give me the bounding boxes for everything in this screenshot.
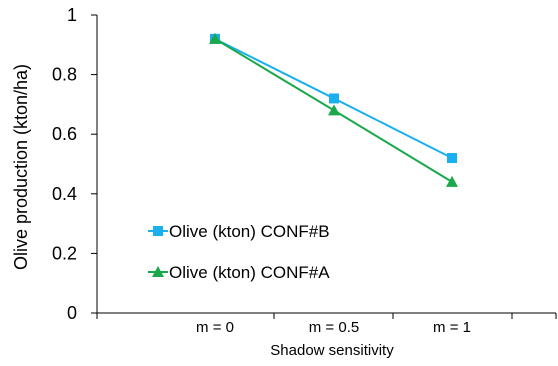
data-point xyxy=(447,153,457,164)
legend-label: Olive (kton) CONF#B xyxy=(169,222,330,241)
x-axis-title: Shadow sensitivity xyxy=(270,342,394,359)
series-layer xyxy=(209,32,458,187)
y-tick-label: 0.6 xyxy=(52,124,77,144)
data-point xyxy=(328,104,340,116)
x-tick-label: m = 0 xyxy=(196,319,234,336)
y-tick-label: 0.8 xyxy=(52,65,77,85)
x-tick-label: m = 0.5 xyxy=(309,319,359,336)
axes: 0 0.2 0.4 0.6 0.8 1 m = 0 m = 0.5 m = 1 xyxy=(52,5,557,336)
x-tick-label: m = 1 xyxy=(433,319,471,336)
y-tick-label: 0.2 xyxy=(52,243,77,263)
legend-entry-conf-a: Olive (kton) CONF#A xyxy=(148,263,330,282)
legend-label: Olive (kton) CONF#A xyxy=(169,263,330,282)
series-conf-a xyxy=(209,32,458,187)
data-point xyxy=(329,93,339,104)
series-conf-b xyxy=(210,33,457,164)
y-axis-title: Olive production (kton/ha) xyxy=(11,64,31,270)
legend-entry-conf-b: Olive (kton) CONF#B xyxy=(148,222,330,241)
legend-swatch-marker xyxy=(152,266,164,277)
legend: Olive (kton) CONF#B Olive (kton) CONF#A xyxy=(148,222,330,282)
y-tick-label: 0 xyxy=(67,303,77,323)
legend-swatch-marker xyxy=(153,226,163,236)
data-point xyxy=(209,32,221,44)
y-tick-label: 0.4 xyxy=(52,184,77,204)
y-tick-label: 1 xyxy=(67,5,77,25)
data-point xyxy=(446,175,458,187)
